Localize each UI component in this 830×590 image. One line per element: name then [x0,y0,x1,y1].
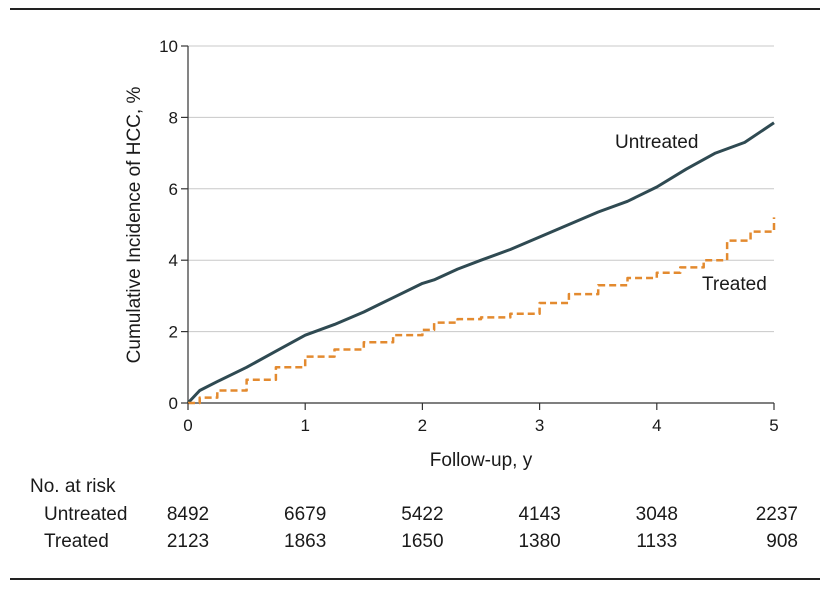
gridlines [188,45,774,333]
y-axis-title: Cumulative Incidence of HCC, % [124,87,145,364]
x-tick-label: 1 [300,416,309,435]
series-lines [186,121,776,405]
x-tick-label: 5 [769,416,778,435]
series-line-untreated [186,121,775,405]
y-tick-label: 10 [159,37,178,56]
x-axis-title: Follow-up, y [430,450,533,470]
at-risk-value: 4143 [518,504,561,525]
axes [187,46,774,404]
at-risk-value: 2123 [166,531,210,552]
at-risk-value: 8492 [166,504,210,525]
x-tick-label: 0 [183,416,192,435]
y-tick-label: 8 [169,108,178,127]
at-risk-value: 1133 [636,531,678,552]
incidence-chart: 0 1 2 3 4 5 0 2 4 6 8 10 Follow-up, y Cumulative I… [124,37,779,470]
at-risk-title: No. at risk [30,476,116,497]
at-risk-value: 1863 [284,531,327,552]
at-risk-row-label: Treated [44,531,109,552]
x-tick-label: 3 [535,416,544,435]
at-risk-value: 6679 [284,504,327,525]
at-risk-value: 908 [766,531,798,552]
at-risk-value: 3048 [635,504,678,525]
y-tick-label: 0 [169,394,178,413]
top-rule [10,8,820,10]
at-risk-value: 1380 [518,531,561,552]
x-tick-label: 2 [418,416,427,435]
series-label-untreated: Untreated [615,132,698,153]
at-risk-row-label: Untreated [44,504,128,525]
y-tick-label: 2 [169,323,178,342]
bottom-rule [10,578,820,580]
series-line-treated [188,217,776,405]
y-tick-label: 6 [169,180,178,199]
series-label-treated: Treated [702,274,767,295]
at-risk-value: 2237 [755,504,798,525]
x-tick-labels: 0 1 2 3 4 5 [183,403,779,435]
y-tick-labels: 0 2 4 6 8 10 [159,37,188,413]
at-risk-value: 1650 [401,531,444,552]
x-tick-label: 4 [652,416,661,435]
y-tick-label: 4 [169,251,178,270]
at-risk-value: 5422 [401,504,444,525]
